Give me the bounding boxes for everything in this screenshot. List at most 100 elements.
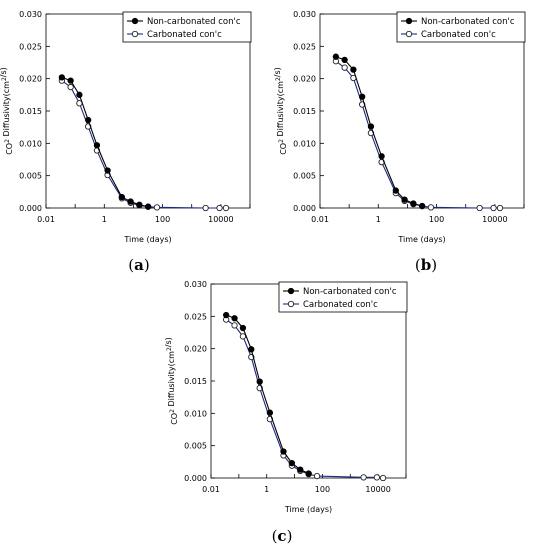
open-point xyxy=(202,204,209,212)
y-axis-label: CO2 Diffusivity(cm2/s) xyxy=(0,67,14,155)
filled-point xyxy=(378,153,385,160)
y-tick-label: 0.020 xyxy=(19,75,42,84)
filled-point xyxy=(136,201,143,208)
filled-point xyxy=(401,196,408,203)
legend-entry: Non-carbonated con'c xyxy=(147,17,241,27)
x-tick-label: 0.01 xyxy=(311,215,329,224)
filled-point xyxy=(288,459,296,467)
open-point xyxy=(153,204,161,211)
legend-box xyxy=(122,11,252,43)
legend-entry: Non-carbonated con'c xyxy=(303,287,397,297)
filled-point xyxy=(93,142,101,149)
y-tick-label: 0.025 xyxy=(293,42,316,51)
x-tick-label: 1 xyxy=(376,215,381,224)
filled-point xyxy=(118,193,125,201)
filled-point xyxy=(359,93,366,100)
chart-panel-a: 0.000 0.005 0.010 0.015 0.020 0.025 0.030 0.01 1… xyxy=(0,10,252,274)
filled-point xyxy=(341,56,348,64)
series-line-carbonated xyxy=(225,319,384,479)
y-tick-label: 0.030 xyxy=(184,280,207,289)
legend-entry: Carbonated con'c xyxy=(303,300,378,310)
legend-entry: Non-carbonated con'c xyxy=(421,17,515,27)
legend-marker xyxy=(287,300,295,308)
y-axis-label: CO2 Diffusivity(cm2/s) xyxy=(164,337,179,425)
filled-point xyxy=(297,466,304,473)
y-tick-label: 0.020 xyxy=(293,75,316,84)
filled-point xyxy=(418,202,426,210)
open-point xyxy=(67,83,74,91)
open-point xyxy=(373,474,381,481)
open-point xyxy=(360,474,367,481)
y-tick-label: 0.015 xyxy=(184,377,207,386)
panel-label: (a) xyxy=(128,256,149,274)
x-tick-label: 1 xyxy=(102,215,107,224)
x-tick-label: 100 xyxy=(155,215,170,224)
filled-point xyxy=(223,311,230,319)
filled-point xyxy=(332,53,340,60)
y-tick-label: 0.020 xyxy=(184,345,207,354)
open-point xyxy=(231,322,238,329)
filled-point xyxy=(85,116,92,124)
open-point xyxy=(496,204,504,212)
y-tick-label: 0.005 xyxy=(184,442,207,451)
filled-point xyxy=(58,74,66,81)
open-point xyxy=(216,204,223,212)
y-tick-label: 0.000 xyxy=(19,204,42,213)
x-tick-label: 1 xyxy=(264,485,269,494)
x-tick-label: 0.01 xyxy=(37,215,55,224)
legend-marker xyxy=(131,30,139,38)
open-point xyxy=(222,204,230,212)
open-point xyxy=(490,204,497,212)
legend-entry: Carbonated con'c xyxy=(421,30,496,40)
filled-point xyxy=(410,200,417,207)
legend-box xyxy=(396,11,526,43)
filled-point xyxy=(350,66,357,73)
open-point xyxy=(379,474,387,482)
legend-box xyxy=(278,281,408,313)
open-point xyxy=(341,64,348,71)
x-tick-label: 10000 xyxy=(365,485,390,494)
filled-point xyxy=(239,324,247,332)
legend-marker xyxy=(287,287,295,295)
x-axis-label: Time (days) xyxy=(123,235,171,244)
series-line-non-carbonated xyxy=(61,76,149,208)
filled-point xyxy=(231,315,238,322)
filled-point xyxy=(76,91,83,98)
filled-point xyxy=(127,198,134,205)
legend-marker xyxy=(405,17,413,25)
series-line-carbonated xyxy=(61,80,226,209)
y-tick-label: 0.030 xyxy=(19,10,42,19)
x-tick-label: 100 xyxy=(429,215,444,224)
y-tick-label: 0.015 xyxy=(293,107,316,116)
x-tick-label: 10000 xyxy=(482,215,507,224)
y-tick-label: 0.025 xyxy=(19,42,42,51)
y-tick-label: 0.000 xyxy=(293,204,316,213)
y-tick-label: 0.010 xyxy=(293,139,316,148)
x-axis-label: Time (days) xyxy=(397,235,445,244)
filled-point xyxy=(367,123,375,130)
open-point xyxy=(313,472,321,480)
series-line-carbonated xyxy=(335,60,500,209)
panel-label: (c) xyxy=(272,527,293,545)
panel-label: (b) xyxy=(415,256,437,274)
filled-point xyxy=(144,203,152,210)
open-point xyxy=(427,204,435,211)
y-tick-label: 0.030 xyxy=(293,10,316,19)
series-line-non-carbonated xyxy=(335,56,423,207)
chart-panel-c: 0.000 0.005 0.010 0.015 0.020 0.025 0.030 0.01 1… xyxy=(164,280,408,545)
filled-point xyxy=(104,167,111,174)
open-point xyxy=(476,204,483,212)
y-axis-label: CO2 Diffusivity(cm2/s) xyxy=(273,67,288,155)
filled-point xyxy=(256,378,263,385)
filled-point xyxy=(305,470,312,477)
filled-point xyxy=(248,346,255,353)
filled-point xyxy=(266,409,274,416)
y-tick-label: 0.005 xyxy=(19,172,42,181)
series-line-non-carbonated xyxy=(225,314,309,474)
filled-point xyxy=(392,187,399,194)
open-point xyxy=(239,333,247,340)
legend-marker xyxy=(405,30,413,38)
y-tick-label: 0.015 xyxy=(19,107,42,116)
filled-point xyxy=(280,448,287,455)
